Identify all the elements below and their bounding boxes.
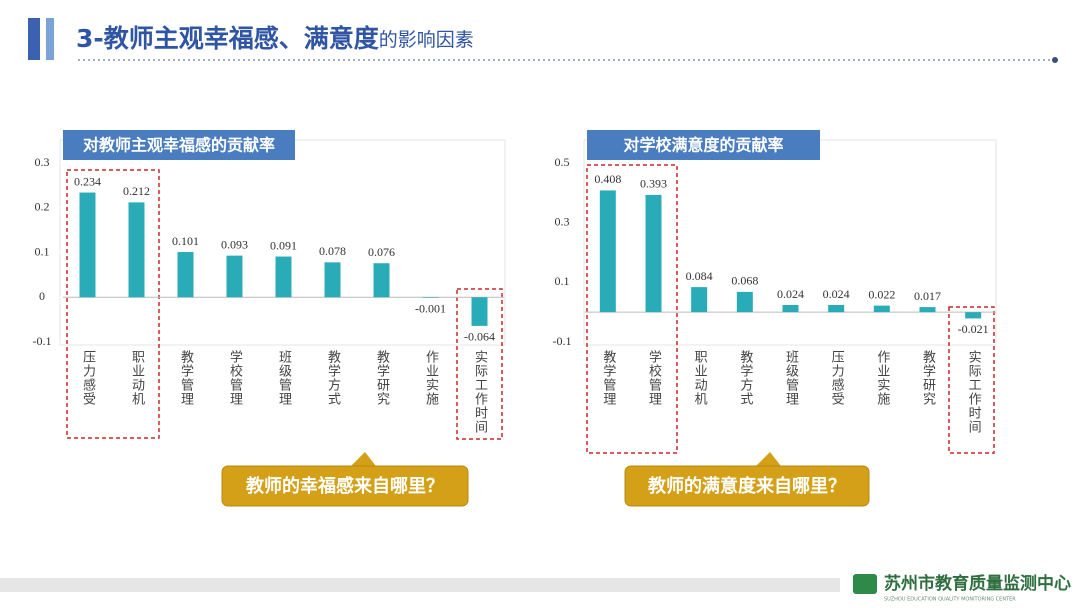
value-label: 0.078 (319, 244, 346, 258)
header-dot (1052, 57, 1058, 63)
footer-org: 苏州市教育质量监测中心 (884, 573, 1071, 594)
x-tick-label: 教学研究 (920, 349, 936, 406)
y-tick-label: 0.1 (35, 244, 50, 258)
value-label: 0.234 (74, 174, 101, 188)
callout-text: 教师的满意度来自哪里？ (648, 475, 846, 497)
y-tick-label: 0.3 (555, 214, 570, 228)
bar (324, 262, 341, 298)
bar (177, 252, 194, 298)
chart-title: 对学校满意度的贡献率 (623, 136, 783, 155)
title-rest: 的影响因素 (379, 29, 474, 51)
value-label: 0.024 (777, 287, 804, 301)
value-label: 0.024 (823, 287, 850, 301)
header-accent (28, 18, 40, 60)
bar (373, 263, 390, 298)
x-tick-label: 教学方式 (325, 349, 341, 406)
value-label: 0.093 (221, 237, 248, 251)
value-label: -0.064 (464, 330, 495, 344)
y-tick-label: 0 (39, 289, 45, 303)
y-tick-label: 0.3 (35, 155, 50, 169)
x-tick-label: 作业实施 (423, 350, 439, 406)
header-accent (46, 18, 54, 60)
value-label: 0.408 (594, 172, 621, 186)
chart-title-box (63, 130, 295, 160)
callout-box (624, 465, 870, 507)
x-tick-label: 职业动机 (129, 350, 145, 406)
highlight-box (66, 169, 160, 439)
bar (736, 291, 753, 313)
bar (873, 305, 890, 313)
x-tick-label: 教学管理 (178, 349, 194, 406)
bar (128, 202, 145, 298)
value-label: 0.068 (731, 274, 758, 288)
bar (828, 305, 845, 313)
x-tick-label: 作业实施 (874, 350, 890, 406)
bar (599, 190, 616, 313)
x-tick-label: 压力感受 (80, 350, 96, 406)
value-label: 0.084 (686, 269, 713, 283)
value-label: 0.212 (123, 184, 150, 198)
callout-text: 教师的幸福感来自哪里？ (246, 475, 444, 497)
y-tick-label: 0.2 (35, 200, 50, 214)
bar (965, 312, 982, 319)
x-tick-label: 实际工作时间 (966, 350, 982, 434)
bar (422, 297, 439, 298)
bar (645, 194, 662, 313)
bar (226, 255, 243, 298)
callout-box (221, 465, 469, 507)
y-tick-label: -0.1 (553, 334, 572, 348)
x-tick-label: 压力感受 (829, 350, 845, 406)
title-main: 3-教师主观幸福感、满意度 (76, 24, 379, 53)
bar (782, 305, 799, 313)
x-tick-label: 实际工作时间 (472, 350, 488, 434)
bar (275, 256, 292, 298)
footer-org-en: SUZHOU EDUCATION QUALITY MONITORING CENT… (884, 597, 1016, 603)
x-tick-label: 教学研究 (374, 349, 390, 406)
x-tick-label: 教学方式 (737, 349, 753, 406)
chart-title-box (587, 130, 820, 160)
footer-logo (853, 574, 877, 594)
value-label: 0.022 (868, 287, 895, 301)
x-tick-label: 职业动机 (692, 350, 708, 406)
highlight-box (456, 288, 503, 440)
footer-bar (0, 578, 840, 592)
highlight-box (586, 164, 678, 454)
y-tick-label: -0.1 (33, 334, 52, 348)
value-label: 0.017 (914, 289, 941, 303)
page-title: 3-教师主观幸福感、满意度的影响因素 (76, 24, 474, 53)
value-label: 0.076 (368, 245, 395, 259)
x-tick-label: 学校管理 (646, 349, 662, 406)
x-tick-label: 教学管理 (600, 349, 616, 406)
value-label: -0.021 (958, 322, 989, 336)
value-label: -0.001 (415, 301, 446, 315)
bar (79, 192, 96, 298)
x-tick-label: 班级管理 (783, 350, 799, 406)
bar (919, 307, 936, 313)
value-label: 0.393 (640, 177, 667, 191)
chart-title: 对教师主观幸福感的贡献率 (83, 136, 275, 155)
y-tick-label: 0.1 (555, 274, 570, 288)
value-label: 0.091 (270, 238, 297, 252)
x-tick-label: 班级管理 (276, 350, 292, 406)
value-label: 0.101 (172, 234, 199, 248)
highlight-box (948, 306, 995, 454)
x-tick-label: 学校管理 (227, 349, 243, 406)
bar (691, 287, 708, 313)
bar (471, 297, 488, 326)
y-tick-label: 0.5 (555, 155, 570, 169)
